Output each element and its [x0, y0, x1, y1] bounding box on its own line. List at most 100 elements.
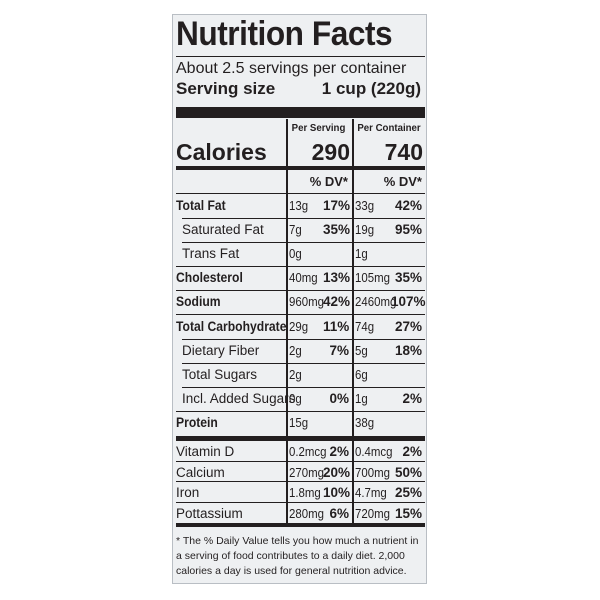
nutrient-row: Total Sugars 2g 6g [173, 364, 428, 388]
dv-rule [176, 193, 425, 194]
title-rule [176, 56, 425, 57]
calories-label: Calories [176, 139, 267, 165]
row-rule [176, 314, 425, 316]
serving-dv-percent: 13% [323, 270, 351, 286]
row-rule [176, 501, 425, 503]
vitamin-row: Calcium 270mg 20% 700mg 50% [173, 462, 428, 482]
container-dv-percent: 27% [394, 318, 422, 334]
container-amount: 105mg [355, 270, 390, 286]
serving-dv-percent: 42% [323, 294, 351, 310]
container-dv-percent: 25% [394, 485, 422, 500]
thick-rule-bottom [176, 523, 425, 527]
row-rule [176, 266, 425, 268]
nutrient-row: Incl. Added Sugars 0g 0% 1g 2% [173, 388, 428, 412]
serving-amount: 2g [289, 342, 302, 358]
calories-per-container: 740 [384, 139, 423, 165]
serving-amount: 0g [289, 246, 302, 262]
nutrient-name: Iron [176, 485, 200, 500]
dv-header-serving: % DV* [309, 174, 348, 189]
row-rule [182, 386, 425, 388]
serving-dv-percent: 10% [323, 485, 351, 500]
nutrient-row: Trans Fat 0g 1g [173, 243, 428, 268]
serving-dv-percent: 35% [323, 222, 351, 238]
serving-dv-percent: 11% [323, 318, 350, 334]
row-rule [176, 410, 425, 412]
nutrient-name: Vitamin D [176, 444, 235, 459]
nutrient-name: Total Fat [176, 198, 226, 213]
container-dv-percent: 107% [391, 294, 426, 310]
vitamin-row: Pottassium 280mg 6% 720mg 15% [173, 503, 428, 524]
container-amount: 6g [355, 366, 368, 382]
serving-amount: 0g [289, 390, 302, 406]
thick-rule-top [176, 107, 425, 118]
row-rule [182, 242, 425, 244]
nutrient-name: Protein [176, 414, 218, 430]
vitamin-row: Vitamin D 0.2mcg 2% 0.4mcg 2% [173, 441, 428, 462]
nutrient-name: Pottassium [176, 505, 243, 521]
serving-size-value: 1 cup (220g) [321, 79, 421, 98]
serving-dv-percent: 0% [329, 390, 349, 406]
container-dv-percent: 50% [394, 464, 422, 480]
serving-amount: 280mg [289, 505, 324, 521]
serving-dv-percent: 7% [329, 342, 349, 358]
serving-amount: 40mg [289, 270, 318, 286]
calories-rule [176, 166, 425, 170]
per-container-header: Per Container [357, 122, 421, 134]
servings-per-container: About 2.5 servings per container [176, 60, 407, 77]
container-dv-percent: 2% [402, 390, 422, 406]
serving-amount: 270mg [289, 464, 324, 480]
serving-amount: 960mg [289, 294, 324, 310]
calories-per-serving: 290 [311, 139, 350, 165]
container-amount: 33g [355, 198, 375, 213]
nutrient-name: Incl. Added Sugars [182, 390, 296, 406]
row-rule [182, 362, 425, 364]
container-dv-percent: 95% [394, 222, 422, 238]
thick-rule-vitamins [176, 436, 425, 441]
nutrient-name: Total Carbohydrate [176, 318, 287, 334]
nutrient-row: Cholesterol 40mg 13% 105mg 35% [173, 267, 428, 292]
container-amount: 5g [355, 342, 368, 358]
nutrient-row: Total Carbohydrate 29g 11% 74g 27% [173, 316, 428, 340]
container-dv-percent: 2% [402, 444, 422, 459]
serving-size-label: Serving size [176, 79, 276, 98]
container-amount: 19g [355, 222, 375, 238]
nutrient-row: Protein 15g 38g [173, 412, 428, 436]
row-rule [182, 218, 425, 220]
row-rule [176, 290, 425, 292]
serving-amount: 13g [289, 198, 309, 213]
nutrient-row: Dietary Fiber 2g 7% 5g 18% [173, 340, 428, 364]
dv-header-container: % DV* [383, 174, 422, 189]
row-rule [176, 481, 425, 482]
nutrition-label: Nutrition Facts About 2.5 servings per c… [172, 14, 427, 584]
nutrient-name: Calcium [176, 464, 225, 480]
container-amount: 1g [355, 390, 368, 406]
container-amount: 1g [355, 246, 368, 262]
serving-dv-percent: 6% [329, 505, 349, 521]
container-dv-percent: 18% [394, 342, 422, 358]
container-amount: 74g [355, 318, 375, 334]
footnote: * The % Daily Value tells you how much a… [176, 535, 419, 577]
container-amount: 720mg [355, 505, 390, 521]
serving-amount: 29g [289, 318, 309, 334]
serving-dv-percent: 20% [323, 464, 351, 480]
serving-amount: 15g [289, 414, 309, 430]
container-amount: 2460mg [355, 294, 397, 310]
container-dv-percent: 42% [394, 198, 422, 213]
column-divider-1 [286, 119, 288, 524]
row-rule [182, 338, 425, 340]
column-divider-2 [352, 119, 354, 524]
serving-amount: 2g [289, 366, 302, 382]
container-amount: 700mg [355, 464, 390, 480]
per-serving-header: Per Serving [291, 122, 346, 134]
nutrient-name: Cholesterol [176, 270, 243, 286]
vitamin-row: Iron 1.8mg 10% 4.7mg 25% [173, 482, 428, 503]
container-dv-percent: 15% [394, 505, 422, 521]
container-amount: 38g [355, 414, 375, 430]
nutrient-name: Dietary Fiber [182, 342, 260, 358]
serving-amount: 7g [289, 222, 302, 238]
label-title: Nutrition Facts [176, 15, 393, 53]
nutrient-row: Total Fat 13g 17% 33g 42% [173, 195, 428, 220]
container-amount: 0.4mcg [355, 444, 393, 459]
serving-amount: 1.8mg [289, 485, 321, 500]
nutrient-row: Sodium 960mg 42% 2460mg 107% [173, 291, 428, 316]
